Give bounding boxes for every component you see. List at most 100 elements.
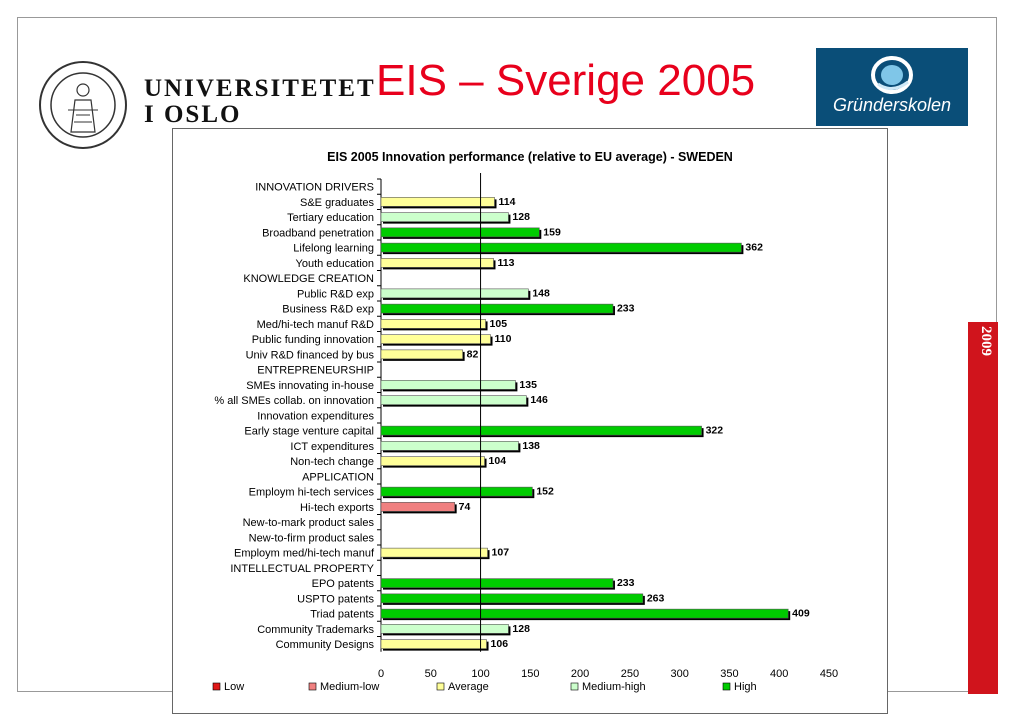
- bar: [380, 319, 486, 329]
- category-label: ENTREPRENEURSHIP: [257, 365, 374, 377]
- bar: [380, 547, 488, 558]
- logo-text: Gründerskolen: [832, 95, 952, 115]
- x-tick-label: 200: [571, 668, 589, 680]
- bar-value-label: 113: [497, 257, 514, 269]
- grunderskolen-logo: Gründerskolen: [816, 48, 968, 126]
- category-label: Business R&D exp: [282, 304, 374, 316]
- category-label: Innovation expenditures: [257, 410, 374, 422]
- bar: [380, 502, 455, 512]
- legend-label: High: [734, 681, 757, 693]
- bar: [380, 380, 516, 390]
- category-label: Non-tech change: [290, 456, 374, 468]
- legend-label: Medium-low: [320, 681, 379, 693]
- x-tick-label: 150: [521, 668, 539, 680]
- bar: [380, 456, 485, 466]
- bar-value-label: 106: [491, 638, 509, 650]
- bar-value-label: 152: [536, 486, 554, 498]
- legend-label: Low: [224, 681, 244, 693]
- category-label: ICT expenditures: [290, 441, 374, 453]
- category-label: Triad patents: [310, 609, 374, 621]
- bar-value-label: 233: [617, 577, 635, 589]
- bar: [380, 395, 527, 405]
- legend-label: Average: [448, 681, 489, 693]
- year-tab-label: 2009: [978, 326, 994, 356]
- bar-value-label: 74: [459, 501, 471, 513]
- category-label: SMEs innovating in-house: [246, 380, 374, 392]
- x-tick-label: 400: [770, 668, 788, 680]
- university-name-line1: UNIVERSITETET: [144, 75, 376, 102]
- university-name: UNIVERSITETET I OSLO: [144, 76, 376, 128]
- category-label: S&E graduates: [300, 197, 374, 209]
- bar-value-label: 114: [498, 196, 515, 208]
- bar-value-label: 322: [706, 425, 724, 437]
- bar: [380, 258, 494, 268]
- bar-value-label: 105: [490, 318, 508, 330]
- bar-value-label: 110: [495, 333, 512, 345]
- category-label: Tertiary education: [287, 212, 374, 224]
- category-label: Hi-tech exports: [300, 502, 374, 514]
- category-label: Public funding innovation: [252, 334, 374, 346]
- bar-value-label: 146: [530, 394, 548, 406]
- bar: [380, 624, 509, 634]
- bar: [380, 212, 509, 222]
- category-label: EPO patents: [312, 578, 375, 590]
- category-label: Employm hi-tech services: [249, 487, 375, 499]
- category-label: % all SMEs collab. on innovation: [214, 395, 374, 407]
- category-label: Community Designs: [276, 639, 375, 651]
- category-label: USPTO patents: [297, 593, 374, 605]
- bar: [380, 197, 495, 207]
- x-tick-label: 250: [621, 668, 639, 680]
- category-label: New-to-firm product sales: [249, 532, 375, 544]
- university-seal-logo: [39, 61, 127, 149]
- bar-value-label: 107: [492, 547, 510, 559]
- x-tick-label: 50: [425, 668, 437, 680]
- category-label: New-to-mark product sales: [243, 517, 375, 529]
- bar: [380, 441, 519, 451]
- bar: [380, 578, 614, 588]
- x-tick-label: 300: [670, 668, 688, 680]
- category-label: Youth education: [296, 258, 375, 270]
- chart-container: EIS 2005 Innovation performance (relativ…: [172, 128, 888, 714]
- bar: [380, 425, 702, 436]
- legend-swatch: [570, 682, 579, 691]
- x-tick-label: 450: [820, 668, 838, 680]
- bar-value-label: 104: [489, 455, 507, 467]
- legend-label: Medium-high: [582, 681, 646, 693]
- category-label: Employm med/hi-tech manuf: [234, 548, 375, 560]
- x-tick-label: 0: [378, 668, 384, 680]
- category-label: APPLICATION: [302, 471, 374, 483]
- legend-swatch: [722, 682, 731, 691]
- bar: [380, 288, 529, 299]
- bar-chart: EIS 2005 Innovation performance (relativ…: [212, 150, 838, 693]
- chart-title: EIS 2005 Innovation performance (relativ…: [327, 150, 733, 164]
- bar: [380, 303, 614, 314]
- logo-swirl-icon: [871, 56, 913, 94]
- bar-value-label: 159: [543, 226, 561, 238]
- slide-title: EIS – Sverige 2005: [376, 56, 756, 105]
- bar-value-label: 409: [792, 608, 810, 620]
- legend-swatch: [436, 682, 445, 691]
- chart-legend: Low Medium-low Average Medium-high High: [212, 681, 757, 693]
- bar-value-label: 263: [647, 592, 665, 604]
- bar: [380, 242, 742, 253]
- university-name-line2: I OSLO: [144, 101, 242, 128]
- bar-value-label: 128: [512, 623, 530, 635]
- year-tab: [968, 322, 998, 694]
- legend-swatch: [212, 682, 221, 691]
- bar: [380, 334, 491, 344]
- bar: [380, 349, 463, 360]
- category-label: Public R&D exp: [297, 288, 374, 300]
- bar-value-label: 138: [522, 440, 540, 452]
- category-label: Early stage venture capital: [244, 426, 374, 438]
- category-label: Med/hi-tech manuf R&D: [257, 319, 374, 331]
- bar-value-label: 135: [519, 379, 537, 391]
- category-label: INTELLECTUAL PROPERTY: [230, 563, 374, 575]
- legend-swatch: [308, 682, 317, 691]
- x-tick-label: 350: [720, 668, 738, 680]
- category-label: Community Trademarks: [257, 624, 374, 636]
- plot-area: INNOVATION DRIVERS S&E graduates 114 Tertia…: [214, 173, 838, 680]
- bar-value-label: 148: [532, 287, 550, 299]
- bar: [380, 593, 644, 604]
- bar-value-label: 128: [512, 211, 530, 223]
- bar: [380, 227, 540, 238]
